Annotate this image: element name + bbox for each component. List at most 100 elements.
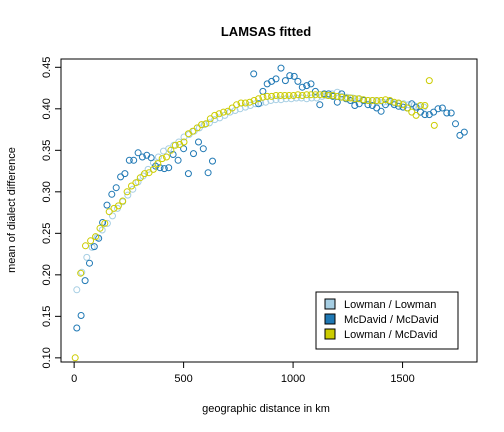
data-point <box>351 95 359 103</box>
data-point <box>333 92 341 100</box>
data-point <box>430 108 438 116</box>
data-point <box>198 121 206 129</box>
data-point <box>117 173 125 181</box>
data-point <box>228 104 236 112</box>
data-point <box>434 105 442 113</box>
data-point <box>316 101 324 109</box>
data-point <box>132 179 140 187</box>
data-point <box>77 312 85 319</box>
data-point <box>272 96 280 104</box>
data-point <box>290 72 298 80</box>
data-point <box>121 170 129 178</box>
data-point <box>390 101 398 109</box>
data-point <box>447 109 455 117</box>
data-point <box>255 95 262 103</box>
data-point <box>438 104 446 112</box>
y-tick-label: 0.25 <box>41 223 53 244</box>
data-point <box>145 169 153 177</box>
data-point <box>377 107 385 115</box>
data-point <box>163 153 170 161</box>
data-point <box>205 119 213 127</box>
data-point <box>109 212 116 220</box>
data-point <box>307 80 315 88</box>
data-point <box>421 111 429 119</box>
data-point <box>410 102 418 109</box>
data-point <box>144 165 152 173</box>
legend-label: McDavid / McDavid <box>344 314 439 326</box>
data-point <box>154 160 162 168</box>
data-point <box>395 102 403 110</box>
legend-label: Lowman / Lowman <box>344 299 436 311</box>
data-point <box>90 243 98 251</box>
data-point <box>408 100 416 108</box>
y-tick-label: 0.45 <box>41 57 53 78</box>
legend-label: Lowman / McDavid <box>344 329 438 341</box>
data-point <box>199 145 207 153</box>
data-point <box>237 99 245 107</box>
data-point <box>342 94 350 102</box>
data-point <box>452 120 459 128</box>
data-point <box>338 93 346 101</box>
data-point <box>377 97 385 104</box>
data-point <box>395 99 403 107</box>
data-point <box>202 120 210 128</box>
data-point <box>129 185 137 193</box>
data-point <box>425 77 433 85</box>
data-point <box>81 277 89 285</box>
data-point <box>390 98 398 106</box>
data-point <box>165 164 173 172</box>
x-tick-label: 0 <box>71 373 77 385</box>
data-point <box>346 94 354 102</box>
data-point <box>250 70 258 78</box>
data-point <box>124 191 132 199</box>
data-point <box>373 104 381 112</box>
data-point <box>460 128 468 136</box>
data-point <box>285 92 293 99</box>
data-point <box>96 224 104 232</box>
points-layer <box>71 64 468 362</box>
data-point <box>195 138 202 146</box>
data-point <box>250 97 258 104</box>
data-point <box>298 83 306 91</box>
data-point <box>204 169 212 177</box>
data-point <box>190 150 197 158</box>
data-point <box>211 116 219 124</box>
data-point <box>125 156 133 164</box>
plot-frame <box>60 58 478 363</box>
data-point <box>333 88 341 96</box>
data-point <box>281 77 289 85</box>
data-point <box>320 91 328 99</box>
data-point <box>114 202 122 210</box>
data-point <box>386 97 394 104</box>
data-point <box>325 92 333 99</box>
data-point <box>215 110 223 118</box>
data-point <box>108 190 116 198</box>
data-point <box>333 98 341 106</box>
data-point <box>307 91 315 99</box>
data-point <box>368 97 376 104</box>
data-point <box>399 103 407 111</box>
y-axis-label: mean of dialect difference <box>6 147 18 273</box>
data-point <box>128 182 135 190</box>
data-point <box>77 269 85 277</box>
data-point <box>430 121 438 129</box>
data-point <box>165 145 173 153</box>
data-point <box>276 92 284 99</box>
data-point <box>290 92 297 99</box>
y-tick-label: 0.30 <box>41 181 53 202</box>
data-point <box>123 188 131 196</box>
data-point <box>277 64 285 72</box>
data-point <box>360 96 368 104</box>
data-point <box>98 226 106 234</box>
data-point <box>316 91 324 99</box>
x-axis: 0 500 1000 1500 <box>71 362 415 385</box>
y-tick-label: 0.20 <box>41 264 53 285</box>
data-point <box>412 103 420 111</box>
data-point <box>246 98 254 106</box>
legend-swatch <box>324 313 336 325</box>
data-point <box>272 75 280 83</box>
chart-title: LAMSAS fitted <box>221 24 311 39</box>
y-tick-label: 0.40 <box>41 98 53 119</box>
